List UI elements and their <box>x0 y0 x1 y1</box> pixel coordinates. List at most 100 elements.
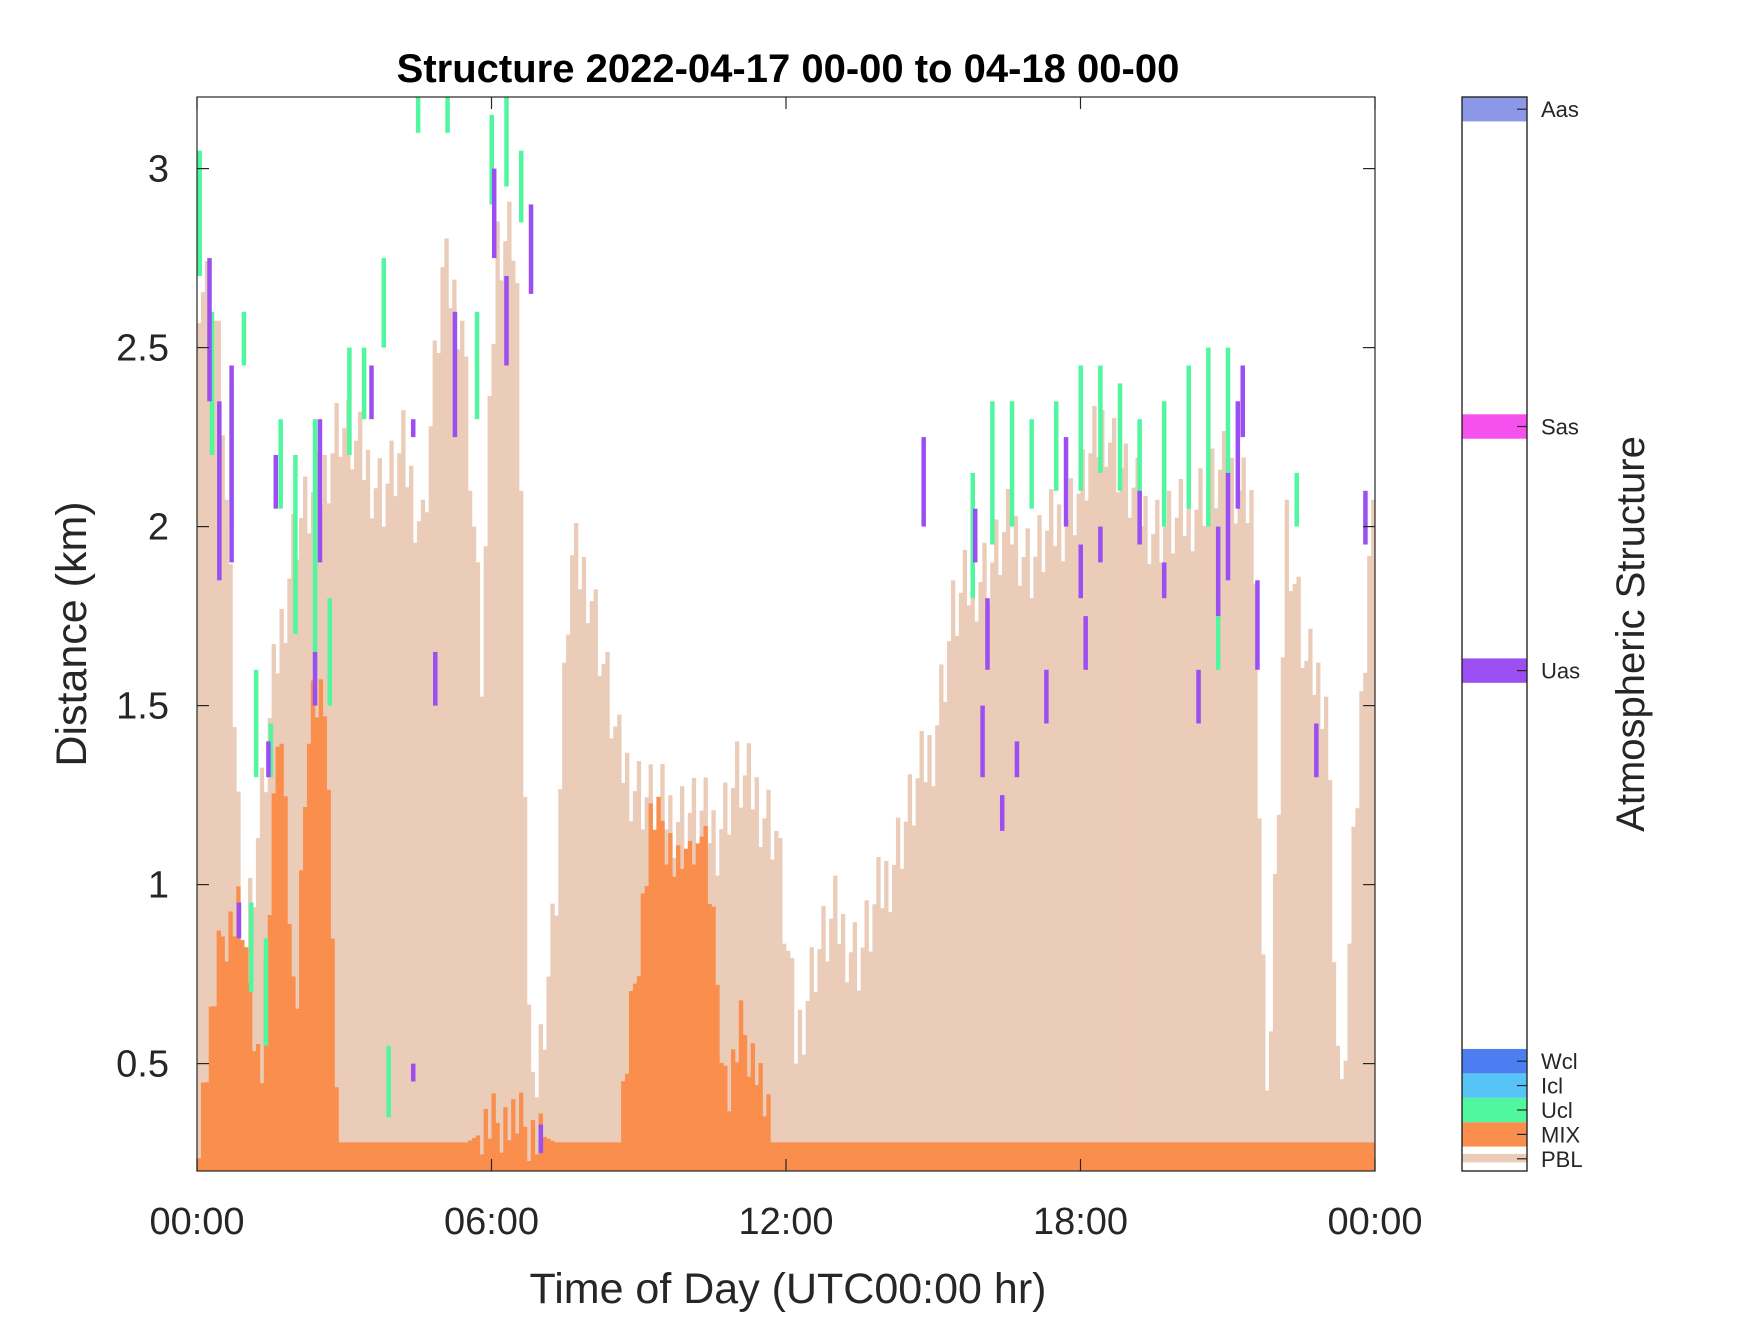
colorbar-tick-label: MIX <box>1541 1122 1580 1147</box>
mix-column <box>1076 1142 1081 1171</box>
mix-column <box>200 1082 206 1171</box>
mix-column <box>1021 1142 1026 1171</box>
y-axis-label: Distance (km) <box>48 501 96 766</box>
ucl-segment <box>1053 401 1059 491</box>
mix-column <box>903 1142 909 1171</box>
mix-column <box>1221 1142 1227 1171</box>
mix-column <box>1241 1142 1246 1171</box>
pbl-column <box>1025 528 1030 1171</box>
mix-column <box>935 1142 940 1171</box>
pbl-column <box>1359 691 1364 1171</box>
mix-column <box>927 1142 932 1171</box>
mix-column <box>491 1093 496 1171</box>
ucl-segment <box>1029 419 1034 509</box>
mix-column <box>204 1082 210 1171</box>
ucl-segment <box>197 150 202 276</box>
pbl-column <box>797 1009 803 1171</box>
pbl-column <box>1143 495 1148 1171</box>
ucl-segment <box>1078 365 1083 491</box>
pbl-column <box>1304 660 1309 1171</box>
ucl-segment <box>1137 419 1142 509</box>
mix-column <box>946 1142 952 1171</box>
pbl-column <box>978 582 983 1171</box>
mix-column <box>412 1142 418 1171</box>
pbl-column <box>766 789 771 1171</box>
mix-column <box>416 1142 422 1171</box>
pbl-column <box>1343 1060 1348 1171</box>
pbl-column <box>1064 519 1070 1171</box>
mix-column <box>487 1138 492 1171</box>
mix-column <box>248 983 253 1171</box>
uas-segment <box>1235 401 1241 509</box>
mix-column <box>440 1142 445 1171</box>
pbl-column <box>1327 780 1333 1171</box>
mix-column <box>1214 1142 1219 1171</box>
mix-column <box>1013 1142 1019 1171</box>
ucl-segment <box>386 1045 391 1118</box>
pbl-column <box>467 490 473 1171</box>
pbl-column <box>295 559 300 1171</box>
mix-column <box>365 1142 371 1171</box>
mix-column <box>216 930 221 1171</box>
pbl-column <box>456 349 461 1171</box>
mix-column <box>679 868 685 1171</box>
pbl-column <box>727 834 732 1171</box>
mix-column <box>1092 1142 1097 1171</box>
pbl-column <box>534 1097 540 1171</box>
pbl-column <box>962 549 968 1171</box>
pbl-column <box>369 518 375 1171</box>
mix-column <box>228 911 233 1171</box>
mix-column <box>821 1142 826 1171</box>
uas-segment <box>207 258 212 402</box>
mix-column <box>1245 1142 1250 1171</box>
pbl-column <box>220 435 225 1171</box>
ucl-segment <box>1161 401 1167 527</box>
pbl-column <box>1323 696 1329 1171</box>
mix-column <box>570 1142 575 1171</box>
pbl-column <box>1296 576 1301 1171</box>
pbl-column <box>1202 525 1207 1171</box>
mix-column <box>856 1142 862 1171</box>
pbl-column <box>330 453 335 1172</box>
mix-column <box>1111 1142 1117 1171</box>
mix-column <box>471 1137 477 1171</box>
colorbar-swatch-ucl <box>1462 1097 1527 1123</box>
mix-column <box>1347 1142 1352 1171</box>
mix-column <box>1170 1142 1176 1171</box>
uas-segment <box>999 795 1005 831</box>
pbl-column <box>789 957 795 1171</box>
pbl-column <box>617 714 622 1171</box>
mix-column <box>734 1062 740 1171</box>
pbl-column <box>884 860 889 1171</box>
pbl-column <box>562 662 567 1171</box>
pbl-column <box>1261 954 1266 1171</box>
uas-segment <box>538 1124 544 1154</box>
mix-column <box>738 1000 744 1171</box>
pbl-column <box>1190 551 1195 1171</box>
mix-column <box>377 1142 382 1171</box>
pbl-column <box>377 458 382 1172</box>
mix-column <box>731 1049 736 1171</box>
mix-column <box>1261 1142 1266 1171</box>
mix-column <box>409 1142 414 1171</box>
mix-column <box>1198 1142 1203 1171</box>
y-tick-label: 2.5 <box>116 328 169 370</box>
mix-column <box>656 796 661 1171</box>
mix-column <box>448 1142 453 1171</box>
mix-column <box>558 1142 563 1171</box>
mix-column <box>833 1142 838 1171</box>
pbl-column <box>216 320 221 1171</box>
pbl-column <box>1186 494 1191 1171</box>
mix-column <box>550 1140 555 1171</box>
ucl-segment <box>1215 598 1221 670</box>
pbl-column <box>334 403 339 1172</box>
uas-segment <box>236 902 242 939</box>
mix-column <box>644 886 649 1171</box>
pbl-column <box>1017 585 1022 1171</box>
pbl-column <box>259 767 265 1171</box>
mix-column <box>1320 1142 1325 1171</box>
ucl-segment <box>1294 472 1299 527</box>
mix-column <box>232 936 237 1171</box>
mix-column <box>868 1142 873 1171</box>
mix-column <box>1005 1142 1011 1171</box>
